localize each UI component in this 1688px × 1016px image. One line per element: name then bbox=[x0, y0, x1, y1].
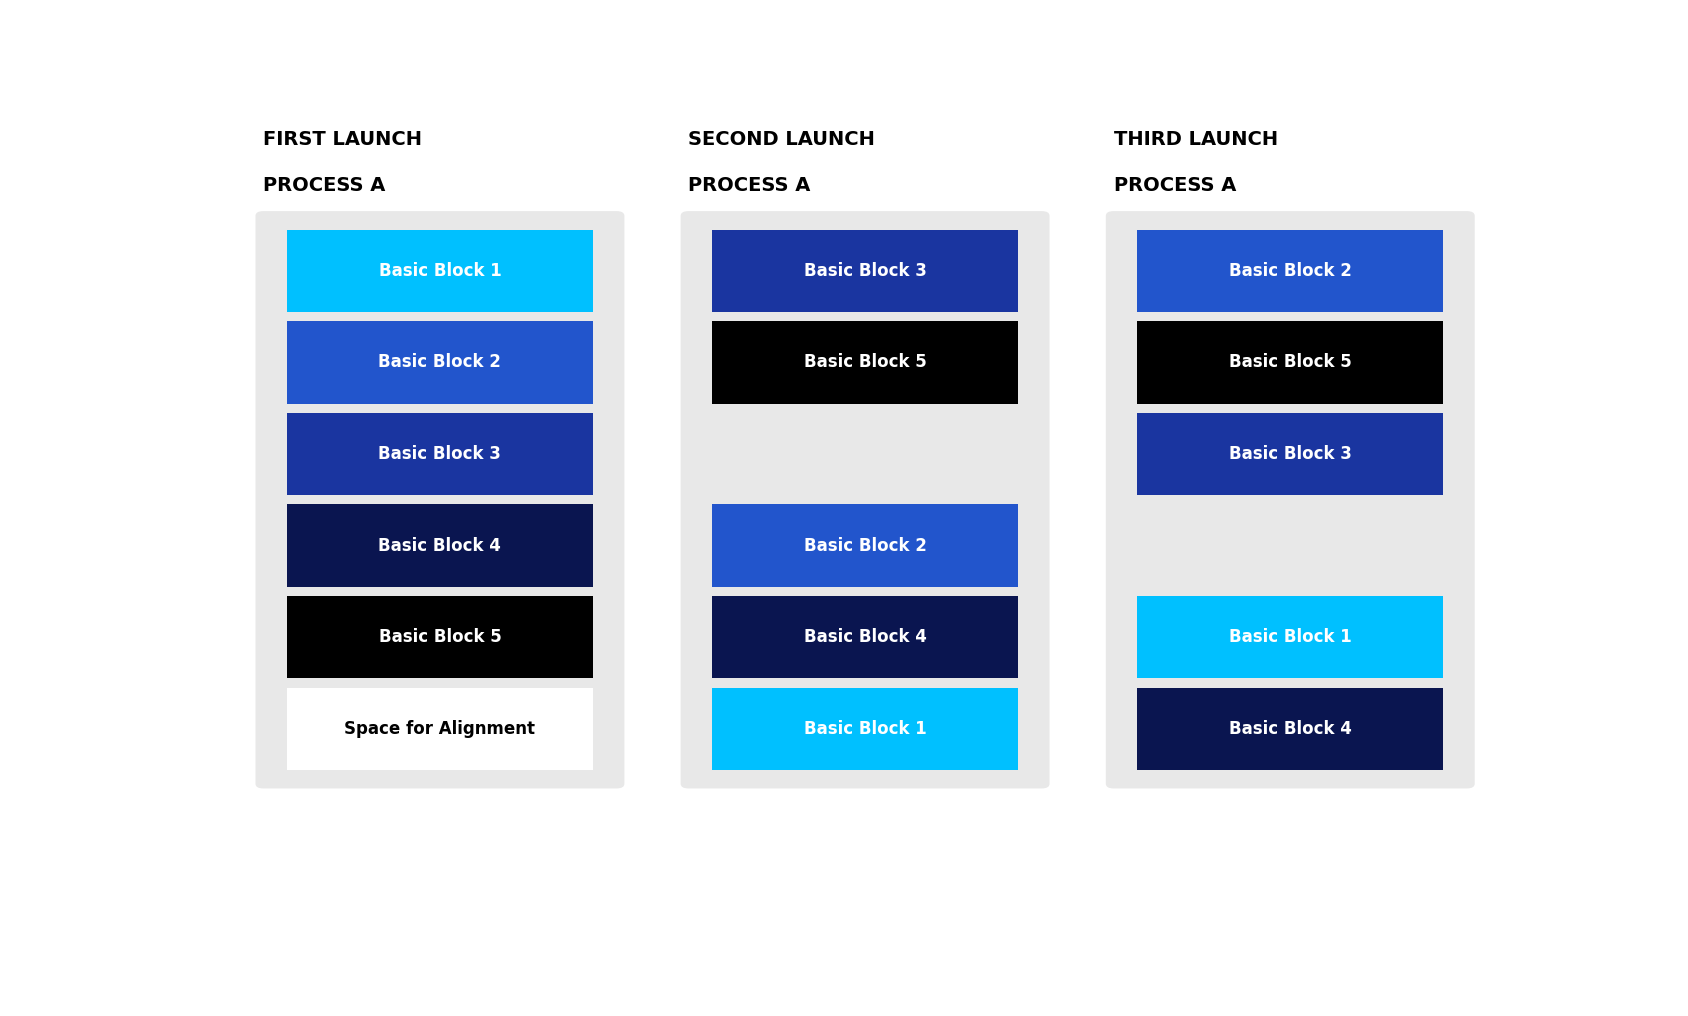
Text: Basic Block 4: Basic Block 4 bbox=[1229, 719, 1352, 738]
FancyBboxPatch shape bbox=[287, 688, 592, 770]
Text: Basic Block 2: Basic Block 2 bbox=[803, 536, 927, 555]
FancyBboxPatch shape bbox=[287, 596, 592, 678]
Text: Basic Block 4: Basic Block 4 bbox=[378, 536, 501, 555]
FancyBboxPatch shape bbox=[712, 321, 1018, 403]
FancyBboxPatch shape bbox=[712, 596, 1018, 678]
FancyBboxPatch shape bbox=[287, 321, 592, 403]
Text: FIRST LAUNCH: FIRST LAUNCH bbox=[263, 130, 422, 148]
Text: Basic Block 3: Basic Block 3 bbox=[378, 445, 501, 463]
FancyBboxPatch shape bbox=[1138, 321, 1443, 403]
FancyBboxPatch shape bbox=[680, 211, 1050, 788]
Text: PROCESS A: PROCESS A bbox=[689, 177, 810, 195]
Text: Basic Block 4: Basic Block 4 bbox=[803, 628, 927, 646]
Text: Basic Block 1: Basic Block 1 bbox=[1229, 628, 1352, 646]
Text: PROCESS A: PROCESS A bbox=[1114, 177, 1236, 195]
Text: Basic Block 2: Basic Block 2 bbox=[1229, 262, 1352, 280]
FancyBboxPatch shape bbox=[287, 505, 592, 586]
FancyBboxPatch shape bbox=[1106, 211, 1475, 788]
FancyBboxPatch shape bbox=[712, 505, 1018, 586]
FancyBboxPatch shape bbox=[287, 412, 592, 495]
FancyBboxPatch shape bbox=[1138, 596, 1443, 678]
Text: Basic Block 5: Basic Block 5 bbox=[1229, 354, 1352, 372]
FancyBboxPatch shape bbox=[1138, 230, 1443, 312]
Text: THIRD LAUNCH: THIRD LAUNCH bbox=[1114, 130, 1278, 148]
Text: Basic Block 2: Basic Block 2 bbox=[378, 354, 501, 372]
FancyBboxPatch shape bbox=[1138, 412, 1443, 495]
Text: Basic Block 3: Basic Block 3 bbox=[1229, 445, 1352, 463]
FancyBboxPatch shape bbox=[712, 688, 1018, 770]
FancyBboxPatch shape bbox=[712, 230, 1018, 312]
FancyBboxPatch shape bbox=[1138, 688, 1443, 770]
Text: PROCESS A: PROCESS A bbox=[263, 177, 385, 195]
Text: Basic Block 3: Basic Block 3 bbox=[803, 262, 927, 280]
Text: Space for Alignment: Space for Alignment bbox=[344, 719, 535, 738]
Text: Basic Block 5: Basic Block 5 bbox=[803, 354, 927, 372]
Text: Basic Block 1: Basic Block 1 bbox=[803, 719, 927, 738]
FancyBboxPatch shape bbox=[287, 230, 592, 312]
Text: Basic Block 1: Basic Block 1 bbox=[378, 262, 501, 280]
Text: Basic Block 5: Basic Block 5 bbox=[378, 628, 501, 646]
Text: SECOND LAUNCH: SECOND LAUNCH bbox=[689, 130, 876, 148]
FancyBboxPatch shape bbox=[255, 211, 625, 788]
